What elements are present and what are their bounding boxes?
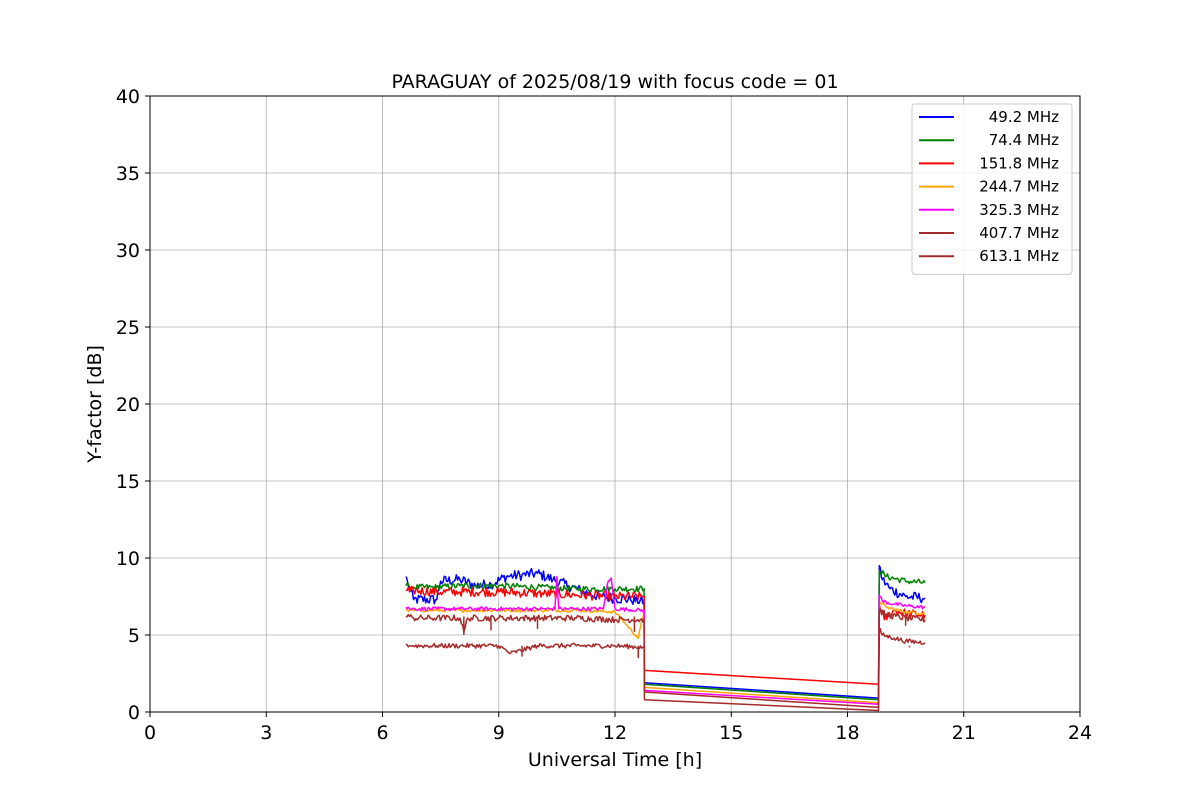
y-tick-label: 5 (128, 625, 140, 647)
x-tick-label: 21 (952, 722, 976, 744)
x-axis-label: Universal Time [h] (528, 749, 702, 771)
series-1 (405, 569, 926, 701)
legend-entry: 49.2 MHz (989, 108, 1059, 126)
x-tick-label: 6 (376, 722, 388, 744)
x-tick-label: 12 (603, 722, 627, 744)
x-tick-label: 24 (1068, 722, 1092, 744)
legend-entry: 325.3 MHz (979, 201, 1059, 219)
y-axis-label: Y-factor [dB] (84, 345, 106, 464)
y-tick-label: 15 (116, 471, 140, 493)
series-6 (405, 628, 926, 712)
legend-entry: 244.7 MHz (979, 178, 1059, 196)
y-tick-label: 0 (128, 702, 140, 724)
axis-ticks: 0 3 6 9 12 15 18 21 24 0 5 10 15 20 25 30 35 40 (116, 86, 1092, 744)
plot-area-data (405, 564, 926, 712)
legend: 49.2 MHz 74.4 MHz 151.8 MHz 244.7 MHz 325.3… (911, 103, 1073, 275)
series-line (405, 569, 926, 701)
series-line (405, 608, 926, 709)
x-tick-label: 9 (493, 722, 505, 744)
y-tick-label: 35 (116, 163, 140, 185)
y-tick-label: 25 (116, 317, 140, 339)
y-tick-label: 30 (116, 240, 140, 262)
series-5 (405, 608, 926, 709)
x-tick-label: 15 (719, 722, 743, 744)
series-line (405, 585, 926, 686)
x-tick-label: 18 (835, 722, 859, 744)
legend-entry: 407.7 MHz (979, 224, 1059, 242)
y-tick-label: 10 (116, 548, 140, 570)
legend-box (911, 103, 1073, 275)
legend-entry: 74.4 MHz (989, 131, 1059, 149)
x-tick-label: 0 (144, 722, 156, 744)
series-line (405, 628, 926, 712)
y-tick-label: 40 (116, 86, 140, 108)
series-2 (405, 585, 926, 686)
legend-entry: 613.1 MHz (979, 247, 1059, 265)
legend-entry: 151.8 MHz (979, 154, 1059, 172)
y-tick-label: 20 (116, 394, 140, 416)
x-tick-label: 3 (260, 722, 272, 744)
chart-title: PARAGUAY of 2025/08/19 with focus code =… (391, 71, 838, 93)
